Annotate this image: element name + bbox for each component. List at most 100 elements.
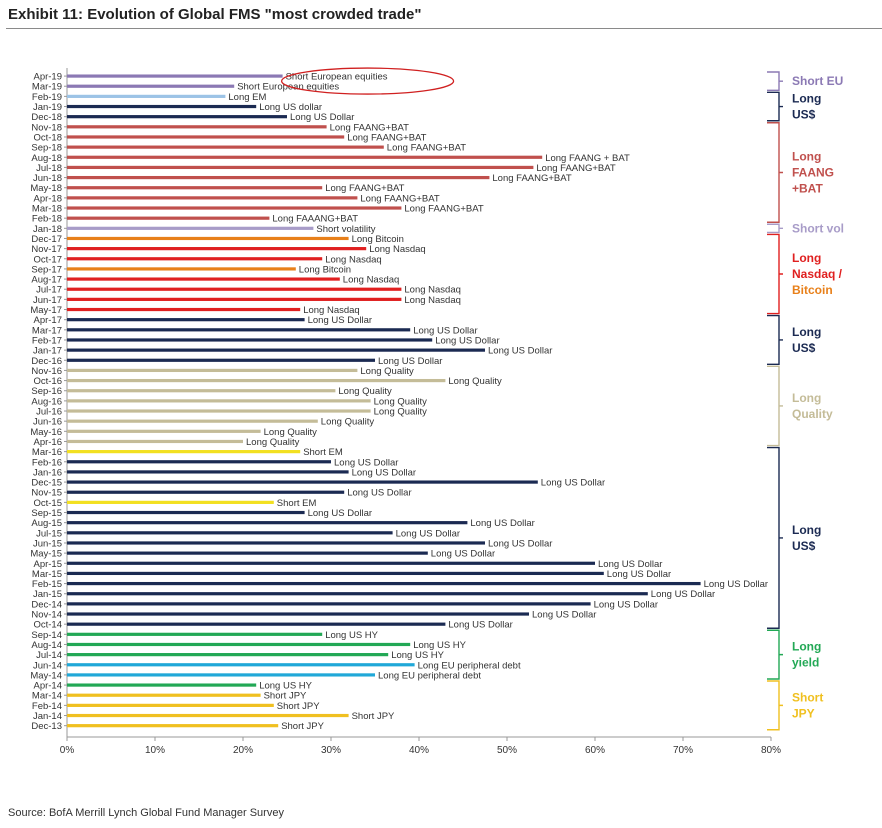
y-tick-label: Aug-15 (31, 518, 62, 529)
bar (67, 409, 371, 413)
data-label: Long US Dollar (470, 518, 534, 529)
y-tick-label: Feb-14 (32, 701, 62, 712)
y-tick-label: Sep-17 (31, 264, 62, 275)
x-tick-label: 50% (497, 745, 517, 756)
data-label: Long US Dollar (308, 315, 372, 326)
bar (67, 115, 287, 119)
group-label: US$ (792, 108, 816, 122)
data-label: Long US Dollar (347, 488, 411, 499)
y-tick-label: Mar-16 (32, 447, 62, 458)
data-label: Long US Dollar (598, 559, 662, 570)
bar (67, 450, 301, 454)
bar (67, 318, 305, 322)
y-tick-label: Oct-14 (33, 620, 62, 631)
data-label: Long US Dollar (607, 569, 671, 580)
bar (67, 358, 375, 362)
data-label: Long Quality (374, 396, 428, 407)
data-label: Long US Dollar (431, 549, 495, 560)
group-bracket (767, 122, 783, 223)
data-label: Long US Dollar (541, 478, 605, 489)
x-tick-label: 80% (761, 745, 781, 756)
y-tick-label: Mar-15 (32, 569, 62, 580)
y-tick-label: Jun-14 (33, 660, 62, 671)
data-label: Long US Dollar (435, 335, 499, 346)
data-label: Short EM (303, 447, 343, 458)
bar (67, 348, 485, 352)
bar (67, 683, 257, 687)
bar (67, 429, 261, 433)
group-label: FAANG (792, 166, 834, 180)
y-tick-label: Apr-15 (33, 559, 62, 570)
data-label: Long US Dollar (704, 579, 768, 590)
bar (67, 104, 257, 109)
bar (67, 581, 701, 586)
bar (67, 673, 375, 677)
data-label: Long EU peripheral debt (378, 670, 481, 681)
data-label: Long Nasdaq (325, 254, 382, 265)
bar (67, 561, 595, 565)
y-tick-label: Dec-13 (31, 721, 62, 732)
y-tick-label: May-16 (30, 427, 62, 438)
bar (67, 338, 433, 342)
y-tick-label: Jun-15 (33, 538, 62, 549)
bar (67, 531, 393, 535)
group-label: Short (792, 690, 823, 704)
x-tick-label: 20% (233, 745, 253, 756)
bar (67, 642, 411, 647)
y-tick-label: Dec-16 (31, 356, 62, 367)
y-tick-label: Aug-14 (31, 640, 62, 651)
bar (67, 439, 243, 444)
group-bracket (767, 71, 783, 91)
data-label: Long US Dollar (378, 356, 442, 367)
data-label: Short volatility (316, 224, 375, 235)
data-label: Long Quality (374, 407, 428, 418)
data-label: Long US Dollar (594, 599, 658, 610)
bar (67, 368, 358, 373)
bar (67, 186, 323, 190)
y-tick-label: Jul-18 (36, 163, 62, 174)
data-label: Short EM (277, 498, 317, 509)
data-label: Long US Dollar (352, 467, 416, 478)
group-label: Long (792, 251, 821, 265)
bar (67, 247, 367, 251)
bar (67, 125, 327, 129)
bar-chart: 0% 10% 20% 30% 40% 50% 60% 70% 80% Apr-19 Short Eu… (30, 67, 844, 756)
data-label: Long FAANG+BAT (347, 132, 426, 143)
y-tick-label: Oct-18 (33, 132, 62, 143)
bar (67, 175, 490, 180)
y-tick-label: Apr-16 (33, 437, 62, 448)
data-label: Long FAANG+BAT (325, 183, 404, 194)
data-label: Long US HY (259, 681, 312, 692)
y-tick-label: Dec-17 (31, 234, 62, 245)
bar (67, 196, 358, 200)
bar (67, 612, 529, 616)
data-label: Long US HY (413, 640, 466, 651)
data-label: Long Nasdaq (404, 295, 461, 306)
x-tick-label: 30% (321, 745, 341, 756)
data-label: Long FAANG+BAT (330, 122, 409, 133)
data-label: Long US Dollar (308, 508, 372, 519)
data-label: Long US Dollar (532, 610, 596, 621)
bar (67, 165, 534, 170)
bar (67, 480, 538, 484)
bar (67, 500, 274, 504)
y-tick-label: Sep-18 (31, 143, 62, 154)
bar (67, 490, 345, 494)
y-tick-label: Nov-17 (31, 244, 62, 255)
y-tick-label: Jan-19 (33, 102, 62, 113)
x-tick-label: 40% (409, 745, 429, 756)
y-tick-label: Nov-14 (31, 610, 62, 621)
y-tick-label: Feb-19 (32, 92, 62, 103)
group-label: Quality (792, 407, 833, 421)
group-bracket (767, 91, 783, 122)
bar (67, 206, 402, 210)
y-tick-label: Nov-18 (31, 122, 62, 133)
data-label: Long US HY (391, 650, 444, 661)
highlight-oval (280, 67, 455, 95)
y-tick-label: Mar-14 (32, 691, 62, 702)
data-label: Long FAANG+BAT (360, 193, 439, 204)
bar (67, 94, 226, 98)
x-tick-label: 70% (673, 745, 693, 756)
bar (67, 602, 591, 606)
data-label: Long US Dollar (488, 346, 552, 357)
